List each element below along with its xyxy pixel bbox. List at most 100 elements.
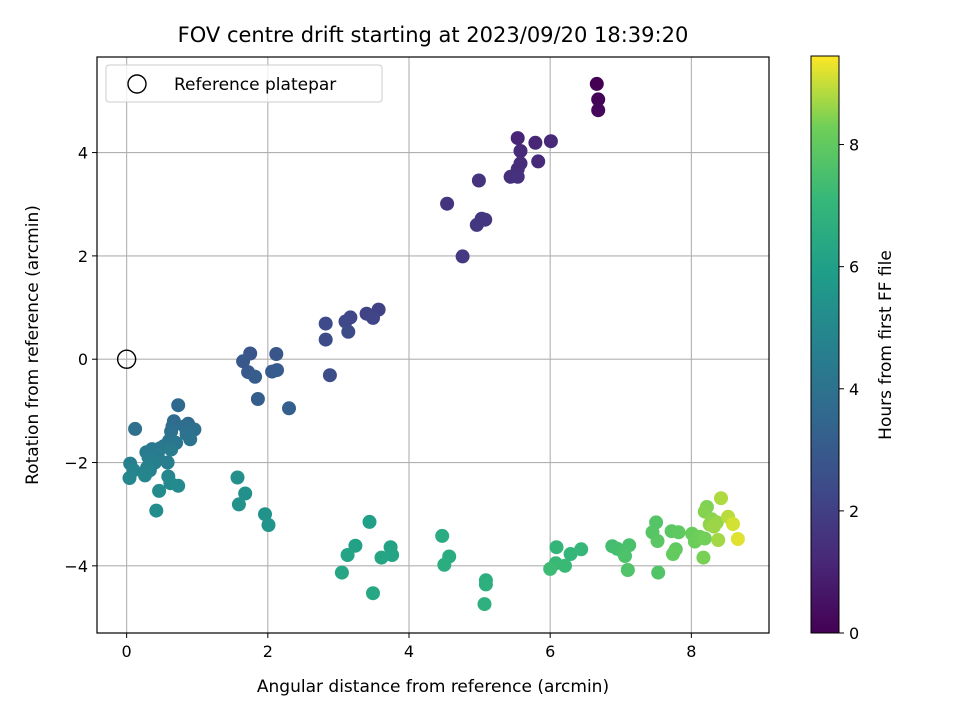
- scatter-point: [238, 486, 253, 501]
- scatter-point: [362, 514, 377, 529]
- scatter-point: [374, 550, 389, 565]
- legend-label-reference: Reference platepar: [174, 75, 336, 95]
- scatter-point: [469, 217, 484, 232]
- scatter-point: [706, 519, 721, 534]
- scatter-point: [726, 517, 740, 531]
- y-tick-label: 2: [78, 247, 88, 266]
- scatter-point: [513, 144, 528, 158]
- x-tick-label: 4: [404, 642, 414, 661]
- scatter-point: [591, 103, 606, 118]
- legend-marker-reference: [127, 74, 147, 94]
- scatter-point: [671, 525, 686, 540]
- scatter-point: [651, 565, 666, 580]
- scatter-point: [236, 354, 251, 369]
- scatter-point: [322, 368, 337, 383]
- x-tick-label: 2: [263, 642, 273, 661]
- scatter-point: [589, 76, 604, 91]
- scatter-point: [366, 310, 380, 325]
- scatter-point: [471, 173, 486, 188]
- colorbar-tick-label: 0: [849, 624, 859, 643]
- scatter-point: [620, 563, 635, 577]
- scatter-point: [563, 547, 578, 561]
- scatter-point: [334, 565, 349, 580]
- scatter-point: [558, 558, 572, 573]
- scatter-point: [183, 432, 198, 447]
- scatter-point: [714, 491, 728, 506]
- x-axis-label: Angular distance from reference (arcmin): [257, 677, 609, 697]
- reference-platepar-point: [116, 349, 137, 369]
- scatter-point: [128, 421, 143, 436]
- colorbar-tick-label: 2: [849, 502, 859, 521]
- scatter-point: [543, 561, 558, 576]
- scatter-point: [622, 538, 637, 553]
- scatter-point: [510, 131, 525, 146]
- scatter-point: [697, 531, 712, 546]
- scatter-point: [528, 135, 543, 150]
- colorbar-label: Hours from first FF file: [876, 250, 896, 440]
- scatter-point: [478, 577, 493, 592]
- colorbar: 0 2 4 6 8 Hours from first FF file: [810, 55, 896, 643]
- colorbar-tick-label: 8: [849, 136, 859, 155]
- scatter-point: [149, 503, 164, 518]
- scatter-point: [231, 497, 246, 512]
- scatter-point: [531, 154, 546, 169]
- scatter-point: [549, 540, 564, 555]
- scatter-point: [591, 92, 606, 107]
- scatter-point: [366, 586, 380, 601]
- scatter-point: [510, 169, 525, 184]
- chart-title: FOV centre drift starting at 2023/09/20 …: [178, 23, 689, 47]
- data-points: [116, 76, 745, 612]
- scatter-point: [340, 548, 355, 562]
- colorbar-ticks: 0 2 4 6 8: [839, 136, 859, 643]
- scatter-point: [385, 548, 400, 562]
- y-tick-label: 4: [78, 144, 88, 163]
- x-axis-ticks: 0 2 4 6 8: [122, 633, 696, 661]
- scatter-point: [543, 134, 558, 149]
- x-tick-label: 8: [686, 642, 696, 661]
- scatter-point: [248, 369, 263, 384]
- scatter-point: [261, 518, 276, 532]
- scatter-point: [258, 507, 272, 522]
- scatter-point: [435, 528, 450, 543]
- y-axis-label: Rotation from reference (arcmin): [23, 205, 43, 485]
- scatter-point: [696, 550, 711, 565]
- scatter-point: [574, 542, 589, 557]
- grid-lines: [97, 57, 769, 633]
- scatter-point: [282, 401, 296, 416]
- plot-area-frame: [96, 56, 770, 634]
- y-tick-label: 0: [78, 350, 88, 369]
- scatter-point: [666, 547, 680, 561]
- scatter-point: [440, 196, 455, 211]
- scatter-point: [230, 470, 245, 485]
- colorbar-tick-label: 6: [849, 258, 859, 277]
- legend: Reference platepar: [105, 64, 383, 103]
- scatter-point: [138, 468, 152, 483]
- scatter-point: [270, 363, 284, 378]
- y-tick-label: −2: [64, 454, 88, 473]
- scatter-point: [477, 597, 492, 612]
- scatter-point: [171, 478, 186, 493]
- scatter-point: [152, 483, 167, 498]
- scatter-point: [250, 392, 265, 406]
- scatter-point: [348, 538, 363, 553]
- colorbar-tick-label: 4: [849, 380, 859, 399]
- scatter-point: [171, 398, 186, 413]
- x-tick-label: 0: [122, 642, 132, 661]
- x-tick-label: 6: [545, 642, 555, 661]
- legend-box: [105, 64, 383, 103]
- scatter-point: [160, 455, 175, 470]
- scatter-point: [455, 249, 470, 264]
- scatter-point: [711, 533, 726, 547]
- scatter-point: [341, 324, 356, 339]
- scatter-point: [618, 549, 632, 563]
- scatter-point: [650, 534, 665, 548]
- colorbar-gradient: [810, 55, 840, 634]
- scatter-point: [164, 442, 179, 457]
- scatter-point: [122, 471, 137, 485]
- y-axis-ticks: −4 −2 0 2 4: [64, 144, 97, 576]
- scatter-point: [269, 347, 284, 361]
- scatter-point: [318, 316, 333, 331]
- scatter-point: [437, 557, 452, 572]
- y-tick-label: −4: [64, 557, 88, 576]
